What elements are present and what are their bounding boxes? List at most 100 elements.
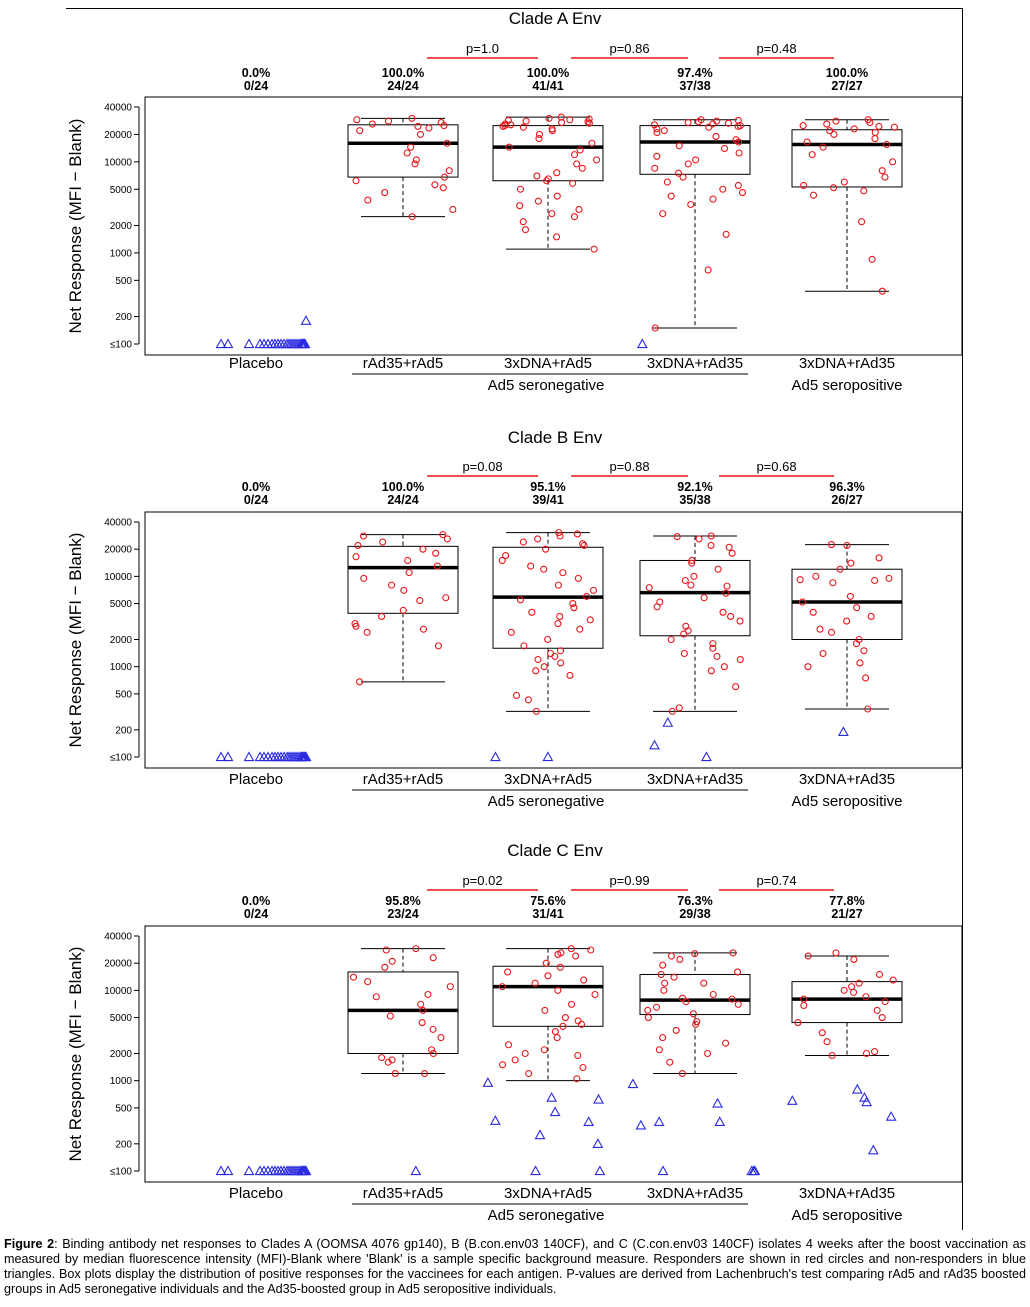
nonresponder-point (653, 1116, 665, 1127)
nonresponder-point (215, 338, 227, 349)
responder-point (680, 649, 688, 658)
figure-2: Clade A Env p=1.0 p=0.86 p=0.48 0.0% 0/24 100.… (66, 8, 963, 1230)
responder-point (499, 122, 507, 130)
caption-label: Figure 2 (4, 1237, 55, 1251)
response-count: 27/27 (831, 79, 862, 93)
y-axis-label: Net Response (MFI − Blank) (66, 119, 85, 334)
box-iqr (639, 973, 751, 1016)
responder-point (372, 993, 380, 1001)
group-label: rAd35+rAd5 (363, 355, 443, 372)
responder-point (729, 949, 737, 957)
responder-point (856, 659, 864, 667)
responder-point (576, 625, 584, 633)
responder-point (356, 678, 364, 686)
nonresponder-point (243, 1165, 255, 1176)
responder-point (424, 990, 432, 999)
responder-point (548, 127, 556, 135)
response-percent: 0.0% (242, 480, 271, 494)
y-tick-label: 40000 (104, 932, 132, 943)
nonresponder-point (594, 1165, 606, 1176)
nonresponder-point (222, 338, 234, 349)
responder-point (420, 1069, 429, 1078)
nonresponder-point (867, 1144, 879, 1155)
response-count: 31/41 (532, 907, 563, 921)
responder-point (653, 603, 661, 611)
responder-point (440, 122, 448, 130)
responder-point (425, 124, 433, 132)
group-label: Placebo (229, 771, 283, 788)
responder-point (520, 642, 528, 650)
responder-point (681, 576, 689, 585)
responder-point (528, 608, 536, 616)
responder-point (673, 533, 681, 541)
responder-point (878, 287, 886, 295)
response-count: 39/41 (532, 493, 563, 507)
responder-point (866, 118, 874, 127)
responder-point (862, 1049, 871, 1058)
nonresponder-point (300, 1165, 312, 1176)
responder-point (414, 122, 422, 130)
nonresponder-point (299, 338, 311, 349)
responder-point (378, 1054, 386, 1062)
responder-point (689, 1010, 697, 1018)
responder-point (800, 181, 808, 190)
responder-point (556, 532, 564, 540)
responder-point (535, 135, 543, 143)
y-tick-label: 40000 (104, 103, 132, 114)
response-count: 41/41 (532, 79, 563, 93)
responder-point (579, 540, 587, 548)
responder-point (878, 1014, 886, 1022)
box-iqr (492, 125, 604, 182)
responder-point (734, 181, 742, 190)
group-label: 3xDNA+rAd35 (647, 355, 743, 372)
responder-point (843, 617, 851, 625)
responder-point (352, 553, 360, 561)
responder-point (875, 970, 884, 979)
response-percent: 92.1% (677, 480, 712, 494)
responder-point (534, 535, 542, 543)
responder-point (555, 529, 563, 537)
responder-point (722, 589, 730, 597)
responder-point (684, 627, 692, 635)
responder-point (687, 200, 695, 209)
responder-point (668, 707, 676, 715)
responder-point (850, 988, 858, 996)
nonresponder-point (410, 1165, 422, 1176)
responder-point (585, 119, 593, 127)
responder-point (719, 608, 727, 616)
responder-point (554, 950, 562, 958)
responder-point (382, 946, 390, 954)
responder-point (714, 565, 722, 573)
pvalue-label: p=0.68 (756, 459, 796, 474)
responder-point (400, 586, 408, 594)
responder-point (511, 1056, 519, 1064)
responder-point (692, 1020, 700, 1028)
responder-point (736, 655, 744, 664)
responder-point (659, 961, 667, 969)
y-tick-label: 40000 (104, 518, 132, 529)
nonresponder-point (300, 751, 312, 762)
responder-point (736, 617, 744, 625)
responder-point (445, 167, 453, 175)
responder-point (439, 531, 447, 539)
responder-point (587, 946, 595, 954)
responder-point (735, 149, 743, 157)
responder-point (883, 140, 891, 149)
responder-point (675, 142, 683, 150)
responder-point (660, 127, 668, 135)
responder-point (446, 983, 454, 991)
chart-title: Clade A Env (509, 9, 602, 28)
responder-point (889, 976, 897, 984)
box-iqr (791, 981, 903, 1024)
responder-point (720, 663, 728, 671)
responder-point (532, 707, 540, 715)
responder-point (353, 116, 361, 124)
nonresponder-point (222, 1165, 234, 1176)
responder-point (836, 565, 844, 573)
responder-point (847, 559, 855, 567)
nonresponder-point (712, 1097, 723, 1108)
box-iqr (639, 559, 751, 637)
responder-point (733, 968, 742, 976)
responder-point (862, 993, 870, 1001)
responder-point (352, 177, 360, 185)
